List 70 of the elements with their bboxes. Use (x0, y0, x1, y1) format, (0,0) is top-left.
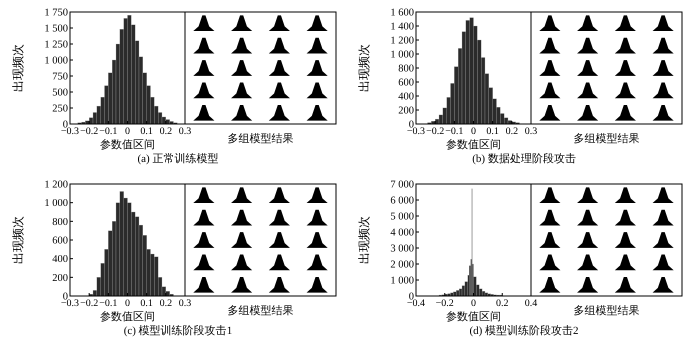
y-tick-label: 1 400 (390, 22, 414, 32)
x-axis-title: 参数值区间 (100, 138, 155, 151)
y-tick-label: 3 000 (390, 244, 414, 254)
y-tick-label: 2 000 (390, 260, 414, 270)
y-tick-label: 6 000 (390, 196, 414, 206)
x-tick-label: −0.3 (60, 126, 80, 137)
y-tick-label: 800 (52, 216, 68, 228)
y-tick-label: 200 (52, 272, 68, 284)
y-axis-title: 出现频次 (357, 216, 371, 264)
y-tick-label: 400 (52, 254, 68, 266)
x-tick-label: −0.3 (60, 298, 80, 309)
y-tick-label: 400 (398, 92, 414, 102)
y-tick-label: 7 000 (390, 180, 414, 190)
y-tick-label: 4 000 (390, 228, 414, 238)
y-tick-label: 1 200 (390, 36, 414, 46)
x-tick-label: 0.2 (496, 298, 508, 309)
y-tick-label: 1 600 (390, 8, 414, 18)
text: 多组模型结果 (574, 304, 640, 317)
x-tick-label: −0.1 (445, 126, 464, 137)
y-tick-label: 1 000 (44, 198, 68, 210)
y-tick-label: 1 750 (44, 8, 68, 18)
y-tick-label: 800 (398, 64, 414, 74)
x-tick-label: 0.1 (140, 298, 153, 309)
x-tick-label: −0.2 (426, 126, 444, 137)
y-tick-label: 1 000 (390, 50, 414, 60)
x-tick-label: −0.2 (80, 298, 98, 309)
x-tick-label: 0 (125, 298, 130, 309)
y-tick-label: 250 (52, 104, 68, 114)
y-tick-label: 1 000 (390, 276, 414, 286)
x-tick-label: 0 (471, 126, 476, 137)
text: (c) 模型训练阶段攻击1 (124, 324, 232, 337)
x-tick-label: 0.2 (160, 298, 172, 309)
x-tick-label: 0.3 (178, 126, 192, 137)
x-axis-title: 参数值区间 (446, 138, 501, 151)
y-tick-label: 500 (52, 88, 68, 98)
x-axis-title: 参数值区间 (446, 310, 501, 323)
x-tick-label: 0.3 (178, 298, 192, 309)
text: 多组模型结果 (574, 132, 640, 145)
text: (d) 模型训练阶段攻击2 (469, 324, 579, 337)
y-tick-label: 600 (398, 78, 414, 88)
y-axis-title: 出现频次 (357, 44, 371, 92)
x-tick-label: 0.3 (524, 126, 538, 137)
x-tick-label: −0.1 (99, 298, 118, 309)
text: 多组模型结果 (228, 132, 294, 145)
y-axis-title: 出现频次 (11, 216, 25, 264)
y-tick-label: 1 000 (44, 56, 68, 66)
text: (a) 正常训练模型 (138, 152, 218, 165)
y-tick-label: 750 (52, 72, 68, 82)
y-axis-title: 出现频次 (11, 44, 25, 92)
text: 多组模型结果 (228, 304, 294, 317)
x-tick-label: −0.1 (99, 126, 118, 137)
y-tick-label: 600 (52, 236, 68, 246)
x-tick-label: −0.3 (406, 126, 426, 137)
x-tick-label: 0 (125, 126, 130, 137)
x-tick-label: 0 (471, 298, 476, 309)
x-tick-label: −0.2 (436, 298, 454, 309)
y-tick-label: 1 200 (44, 180, 68, 190)
x-tick-label: 0.2 (160, 126, 172, 137)
x-tick-label: 0.4 (524, 298, 538, 309)
x-tick-label: −0.2 (80, 126, 98, 137)
x-tick-label: 0.2 (506, 126, 518, 137)
x-tick-label: −0.4 (406, 298, 426, 309)
x-axis-title: 参数值区间 (100, 310, 155, 323)
y-tick-label: 1 500 (44, 24, 68, 34)
y-tick-label: 1 250 (44, 40, 68, 50)
text: (b) 数据处理阶段攻击 (472, 152, 576, 165)
y-tick-label: 5 000 (390, 212, 414, 222)
x-tick-label: 0.1 (486, 126, 499, 137)
y-tick-label: 200 (398, 106, 414, 116)
x-tick-label: 0.1 (140, 126, 153, 137)
